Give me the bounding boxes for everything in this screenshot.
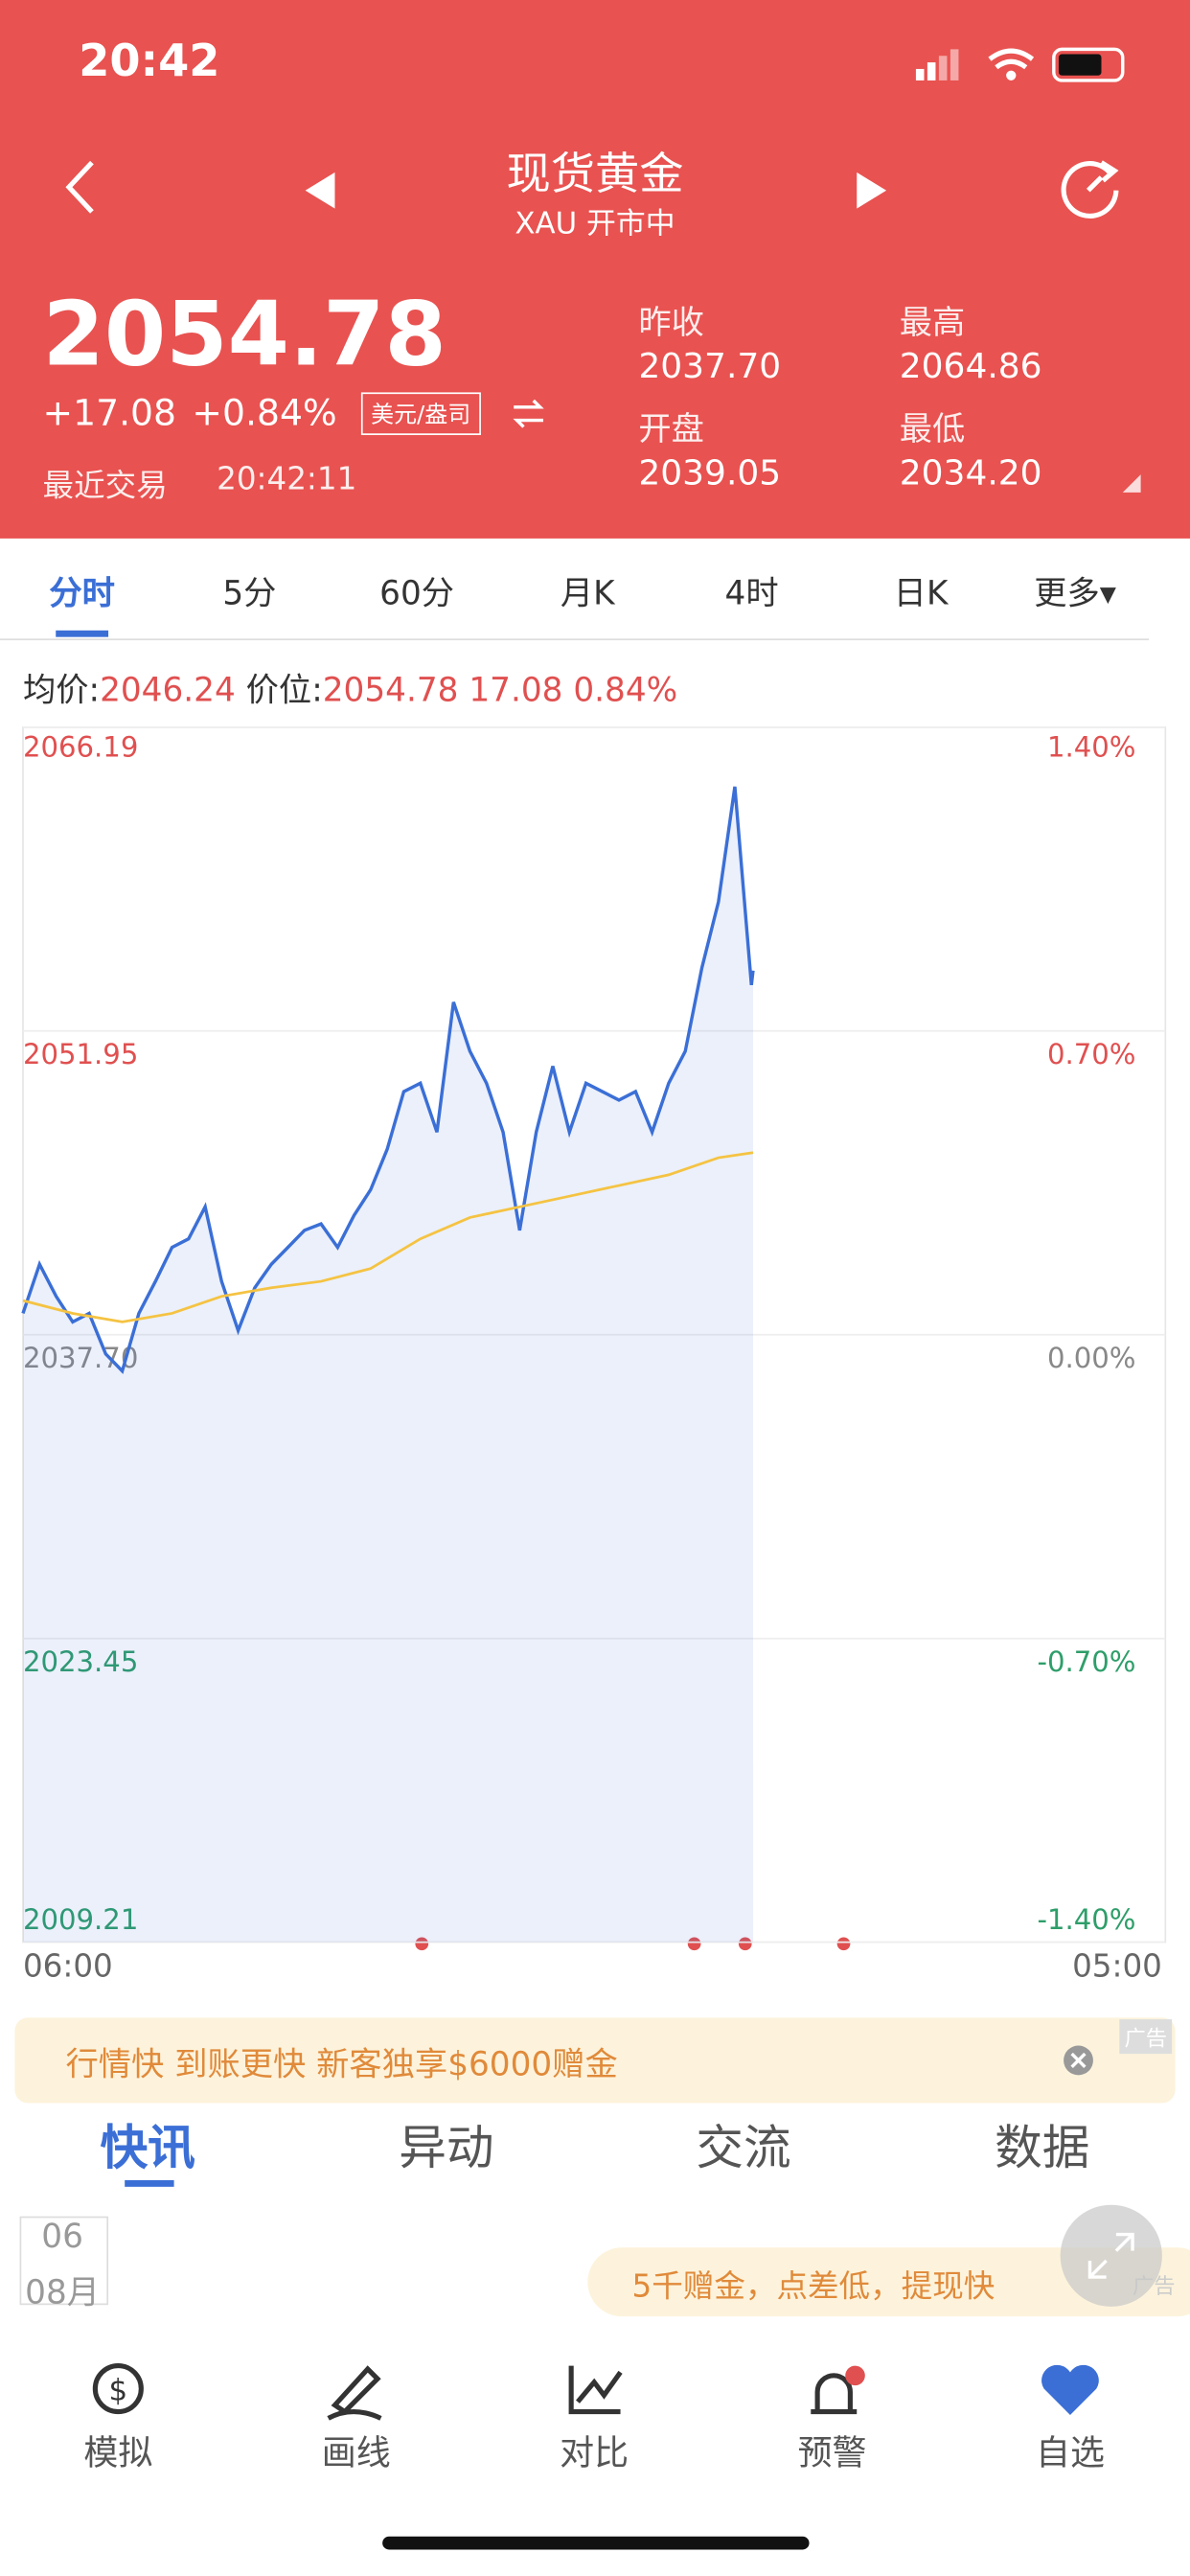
news-tab[interactable]: 快讯 — [100, 2119, 195, 2175]
ad-text[interactable]: 行情快 到账更快 新客独享$6000赠金 — [65, 2043, 618, 2083]
date-month: 08月 — [25, 2271, 101, 2312]
toolbar-button[interactable]: 预警 — [797, 2432, 867, 2472]
chart-tab[interactable]: 分时 — [49, 572, 115, 612]
avg-label: 均价: — [22, 669, 101, 710]
back-button[interactable] — [59, 156, 108, 222]
toolbar-icons: $ — [92, 2363, 1099, 2421]
chart: 06:00 05:00 2009.212023.452037.702051.95… — [21, 726, 1167, 1985]
home-indicator — [382, 2536, 810, 2550]
expand-corner[interactable] — [1121, 472, 1144, 495]
change: +17.08 — [42, 394, 177, 435]
tab-indicator — [56, 630, 109, 637]
info-price: 2054.78 — [322, 669, 459, 710]
stat-label: 昨收 — [638, 302, 704, 342]
date-box — [19, 2216, 109, 2306]
header — [0, 0, 1190, 539]
news-tab[interactable]: 异动 — [399, 2119, 494, 2175]
status-icons — [915, 47, 1125, 82]
toolbar-button[interactable]: 画线 — [321, 2432, 391, 2472]
event-dot[interactable] — [836, 1937, 851, 1951]
stat-value: 2039.05 — [638, 452, 782, 493]
area — [22, 786, 754, 1943]
info-line: 均价:2046.24 价位:2054.78 17.08 0.84% — [23, 663, 677, 711]
avg: 2046.24 — [100, 669, 236, 710]
subtitle: XAU 开市中 — [515, 206, 675, 242]
last-trade-label: 最近交易 — [42, 468, 168, 504]
stat-value: 2034.20 — [899, 452, 1042, 493]
chart-tab[interactable]: 4时 — [724, 572, 779, 612]
chart-tab[interactable]: 更多▾ — [1034, 572, 1116, 612]
toolbar-button[interactable]: 对比 — [560, 2432, 629, 2472]
line — [22, 1151, 754, 1323]
ad-close[interactable] — [1062, 2044, 1094, 2077]
chart-tab[interactable]: 月K — [560, 572, 615, 612]
event-dot[interactable] — [415, 1937, 429, 1951]
y2-tick-label: 1.40% — [1047, 731, 1135, 764]
info-change: 17.08 — [469, 669, 563, 710]
y-tick-label: 2009.21 — [23, 1903, 138, 1936]
y-tick-label: 2066.19 — [23, 731, 138, 764]
line — [21, 786, 755, 1374]
news-tab[interactable]: 数据 — [995, 2119, 1090, 2175]
event-dot[interactable] — [738, 1937, 752, 1951]
price-label: 价位: — [245, 669, 323, 710]
x-end-label: 05:00 — [1072, 1948, 1162, 1985]
svg-text:$: $ — [109, 2374, 128, 2408]
chart-tab[interactable]: 日K — [893, 572, 949, 612]
status-time: 20:42 — [79, 35, 220, 87]
y-tick-label: 2023.45 — [23, 1645, 138, 1678]
event-dot[interactable] — [687, 1937, 701, 1951]
refresh-button[interactable] — [1056, 156, 1125, 225]
title: 现货黄金 — [506, 149, 684, 200]
chart-tab[interactable]: 60分 — [379, 572, 455, 612]
price: 2054.78 — [42, 282, 446, 386]
fullscreen-button[interactable] — [1060, 2204, 1162, 2307]
stat-value: 2064.86 — [899, 346, 1042, 386]
unit: 美元/盎司 — [360, 392, 481, 435]
stat-label: 开盘 — [638, 408, 704, 448]
y2-tick-label: 0.00% — [1047, 1342, 1135, 1374]
stat-label: 最高 — [899, 302, 966, 342]
y2-tick-label: -1.40% — [1037, 1903, 1135, 1936]
divider — [0, 638, 1150, 641]
x-start-label: 06:00 — [23, 1948, 113, 1985]
y2-tick-label: -0.70% — [1037, 1645, 1135, 1678]
y-tick-label: 2051.95 — [23, 1038, 138, 1070]
ad-tag: 广告 — [1119, 2019, 1173, 2055]
next-button[interactable] — [850, 168, 896, 214]
stat-value: 2037.70 — [638, 346, 782, 386]
toolbar-button[interactable]: 自选 — [1035, 2432, 1105, 2472]
change-pct: +0.84% — [192, 394, 337, 435]
date-day: 06 — [41, 2216, 83, 2256]
prev-button[interactable] — [299, 168, 345, 214]
ad-banner[interactable] — [14, 2017, 1176, 2104]
last-trade-time: 20:42:11 — [217, 461, 357, 498]
stat-label: 最低 — [899, 408, 966, 448]
fullscreen-icon — [1087, 2232, 1134, 2279]
toolbar-button[interactable]: 模拟 — [83, 2432, 153, 2472]
info-pct: 0.84% — [573, 669, 678, 710]
y2-tick-label: 0.70% — [1047, 1038, 1135, 1070]
switch-icon[interactable] — [511, 398, 547, 430]
ad2-text[interactable]: 5千赠金，点差低，提现快 — [631, 2268, 995, 2306]
news-tab[interactable]: 交流 — [696, 2119, 791, 2175]
chart-tab[interactable]: 5分 — [222, 572, 277, 612]
news-tab-indicator — [125, 2179, 174, 2187]
